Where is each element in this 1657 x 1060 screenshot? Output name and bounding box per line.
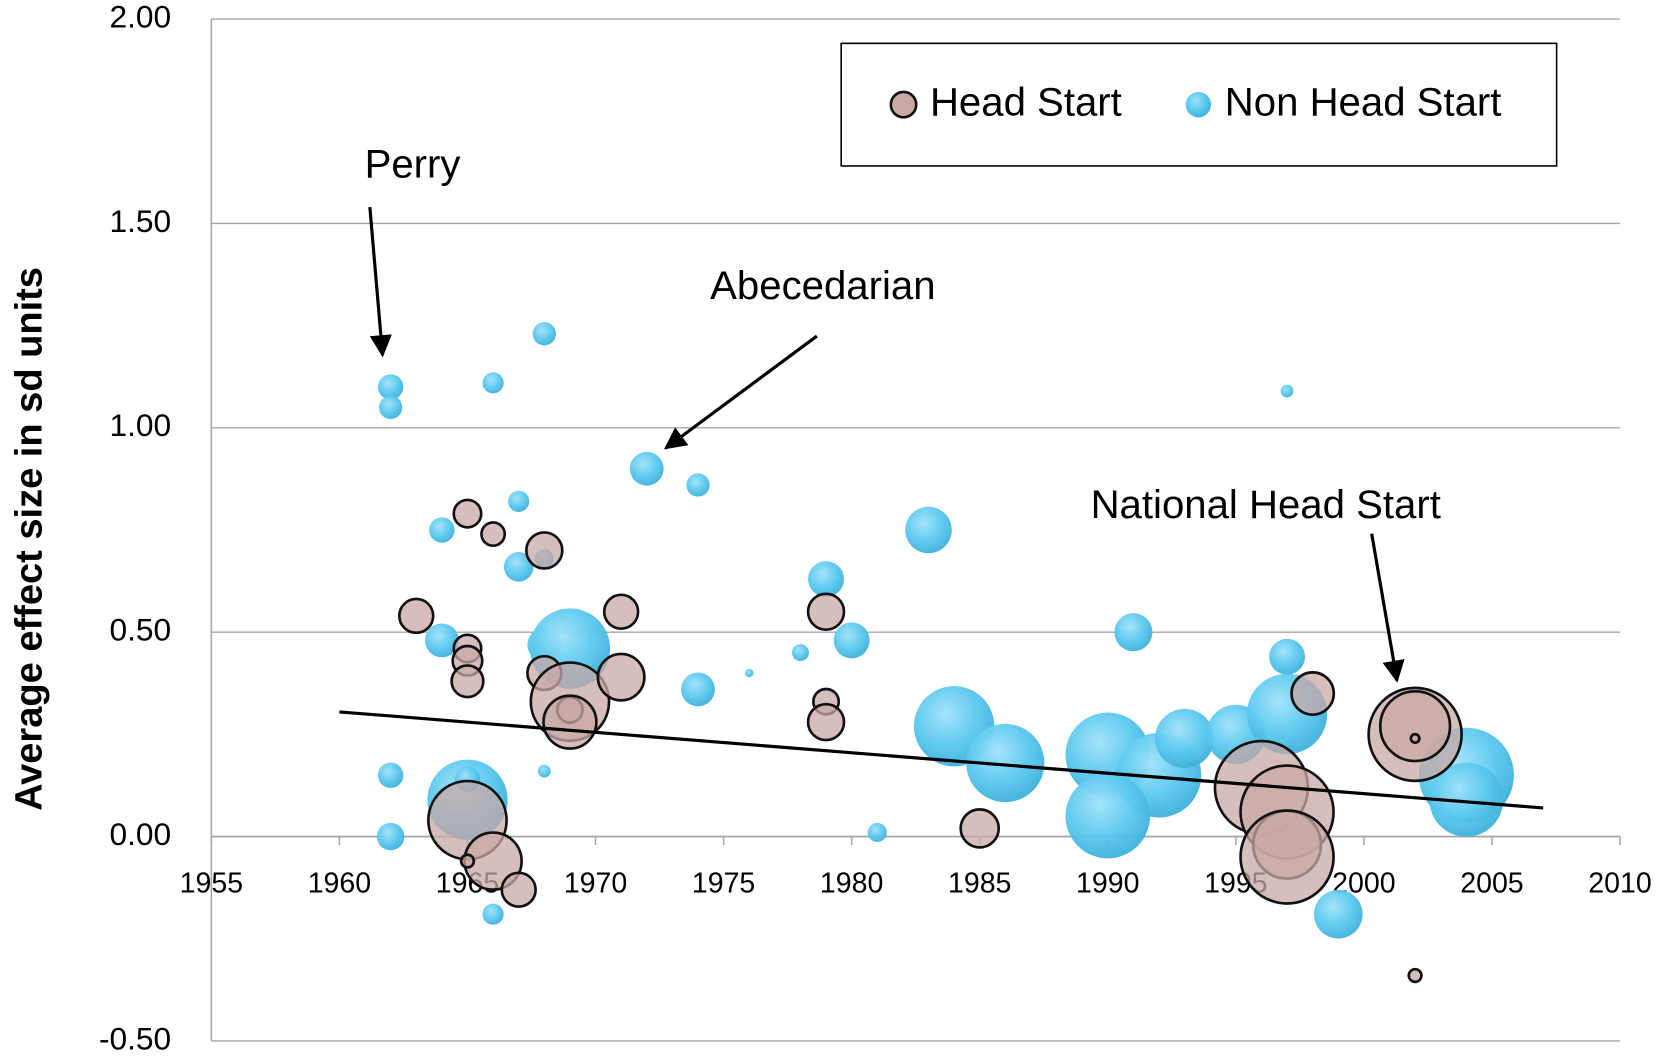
- bubble: [905, 506, 952, 554]
- x-tick-label: 1975: [692, 868, 755, 900]
- bubble: [450, 664, 485, 699]
- y-tick-label: 0.50: [110, 612, 172, 648]
- bubble: [532, 322, 556, 346]
- bubble: [480, 521, 507, 548]
- x-tick-label: 1990: [1076, 868, 1139, 900]
- y-tick-label: 2.00: [110, 0, 172, 34]
- bubble: [503, 551, 534, 582]
- bubble: [1429, 762, 1504, 837]
- bubble: [1280, 384, 1294, 398]
- bubble: [806, 592, 846, 632]
- annotation-arrow: [663, 334, 818, 450]
- bubble: [424, 623, 459, 658]
- bubble: [459, 853, 476, 869]
- bubble: [537, 764, 551, 778]
- bubble: [508, 490, 530, 512]
- bubble: [542, 694, 598, 750]
- legend-marker: [889, 90, 918, 119]
- bubble: [966, 723, 1045, 803]
- bubble: [500, 871, 537, 908]
- bubble: [379, 395, 403, 419]
- bubble: [744, 668, 754, 678]
- bubble: [1407, 967, 1423, 984]
- y-tick-label: 0.00: [110, 816, 172, 852]
- annotation-arrow: [368, 207, 392, 358]
- bubble: [806, 702, 846, 742]
- legend-marker: [1185, 91, 1212, 118]
- bubble: [377, 374, 404, 400]
- annotation-arrow: [1370, 533, 1405, 683]
- bubble: [833, 622, 870, 659]
- bubble: [1239, 809, 1335, 905]
- bubble: [681, 672, 715, 707]
- bubble: [686, 473, 710, 497]
- bubble: [596, 652, 646, 702]
- y-axis-label: Average effect size in sd units: [9, 267, 51, 811]
- bubble: [867, 822, 887, 842]
- x-tick-label: 1980: [820, 868, 883, 900]
- bubble: [791, 644, 809, 662]
- y-tick-label: -0.50: [99, 1020, 171, 1056]
- x-tick-label: 2010: [1588, 868, 1651, 900]
- bubble: [482, 903, 504, 925]
- bubble: [1378, 690, 1452, 763]
- x-tick-label: 1960: [308, 868, 371, 900]
- bubble: [376, 822, 405, 851]
- bubble: [1290, 671, 1336, 716]
- bubble: [959, 808, 1001, 849]
- bubble: [1155, 708, 1215, 769]
- bubble: [525, 531, 564, 570]
- x-tick-label: 1955: [180, 868, 243, 900]
- y-tick-label: 1.00: [110, 407, 172, 443]
- bubble: [452, 498, 483, 529]
- bubble: [482, 372, 504, 394]
- bubble: [808, 561, 845, 598]
- bubble: [1409, 732, 1421, 745]
- bubble: [398, 597, 435, 635]
- bubble: [429, 517, 455, 543]
- x-tick-label: 2005: [1460, 868, 1523, 900]
- annotation: Perry: [365, 142, 461, 187]
- annotation: Abecedarian: [710, 263, 935, 308]
- bubble: [1269, 638, 1306, 675]
- bubble: [1065, 773, 1151, 859]
- bubble: [377, 762, 404, 788]
- legend-label: Head Start: [930, 79, 1122, 124]
- annotation: National Head Start: [1091, 482, 1441, 527]
- x-tick-label: 1985: [948, 868, 1011, 900]
- trendline: [339, 710, 1544, 810]
- legend-label: Non Head Start: [1225, 79, 1502, 124]
- bubble: [602, 593, 640, 630]
- y-tick-label: 1.50: [110, 203, 172, 239]
- bubble: [1114, 613, 1153, 652]
- x-tick-label: 1970: [564, 868, 627, 900]
- bubble: [1313, 889, 1363, 939]
- bubble: [629, 451, 664, 486]
